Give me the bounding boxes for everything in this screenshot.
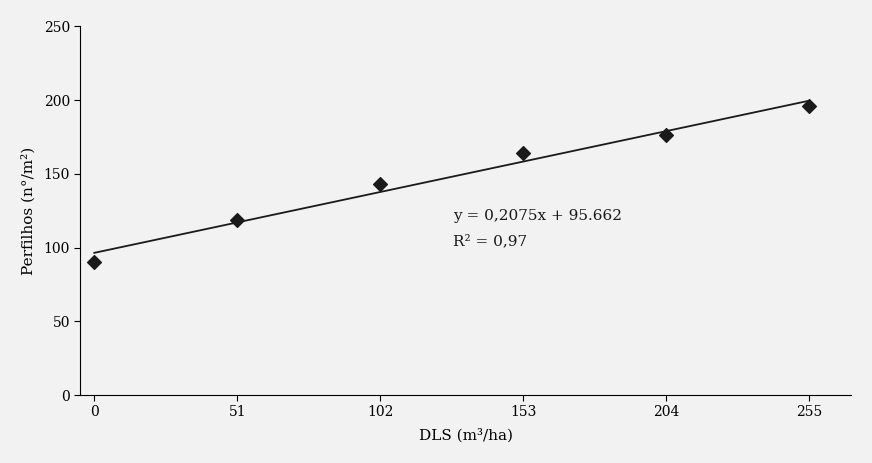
Text: y = 0,2075x + 95.662
R² = 0,97: y = 0,2075x + 95.662 R² = 0,97	[453, 209, 622, 248]
Point	[802, 102, 816, 110]
Point	[373, 181, 387, 188]
Point	[230, 216, 244, 223]
Point	[87, 259, 101, 266]
Point	[659, 132, 673, 139]
Point	[516, 150, 530, 157]
X-axis label: DLS (m³/ha): DLS (m³/ha)	[419, 428, 513, 442]
Y-axis label: Perfilhos (n°/m²): Perfilhos (n°/m²)	[21, 147, 35, 275]
